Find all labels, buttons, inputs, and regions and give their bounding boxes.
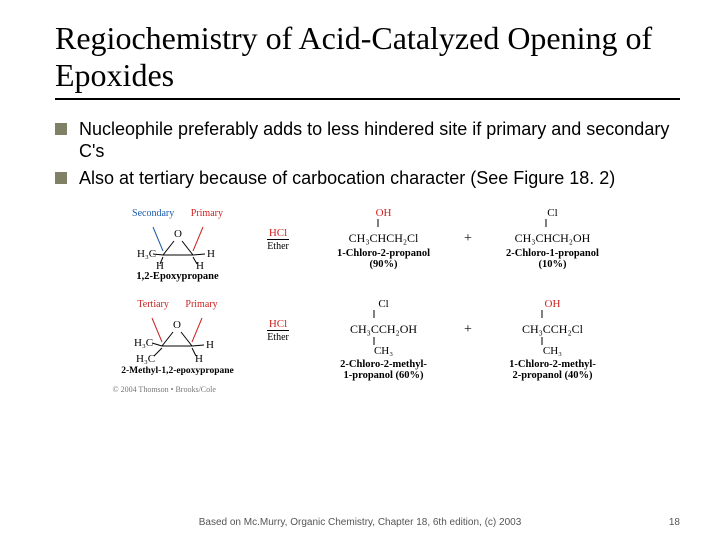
svg-text:H: H: [196, 260, 204, 269]
svg-text:H: H: [156, 260, 164, 269]
product-sub-label: Cl: [314, 298, 454, 310]
plus-sign: +: [464, 207, 472, 247]
product-1a: OH CH₃CHCH₂Cl 1-Chloro-2-propanol (90%): [314, 207, 454, 270]
svg-text:O: O: [173, 319, 181, 331]
product-formula: CH₃CCH₂OH: [314, 318, 454, 337]
product-formula: CH₃CHCH₂OH: [482, 227, 622, 246]
product-sub-label: OH: [314, 207, 454, 219]
product-sub: CH₃: [482, 345, 622, 357]
secondary-label: Secondary: [132, 208, 174, 219]
bullet-item: Nucleophile preferably adds to less hind…: [55, 118, 680, 163]
epoxide-structure-1: O H₃C H H H: [123, 219, 233, 269]
reagent-top: HCl: [267, 227, 289, 240]
product-sub-label: OH: [482, 298, 622, 310]
figure-copyright: © 2004 Thomson • Brooks/Cole: [113, 385, 623, 394]
slide-title: Regiochemistry of Acid-Catalyzed Opening…: [55, 20, 680, 100]
reactant-2: Tertiary Primary O H₃C H₃C H: [113, 298, 243, 376]
page-number: 18: [669, 517, 680, 528]
reagent-2: HCl Ether: [253, 298, 303, 343]
product-2a: Cl CH₃CCH₂OH CH₃ 2-Chloro-2-methyl- 1-pr…: [314, 298, 454, 381]
product-formula: CH₃CHCH₂Cl: [314, 227, 454, 246]
primary-label: Primary: [191, 208, 223, 219]
product-sub: CH₃: [314, 345, 454, 357]
product-name: 2-Chloro-1-propanol: [482, 248, 622, 259]
svg-text:H: H: [195, 353, 203, 364]
reagent-top: HCl: [267, 318, 289, 331]
reagent-1: HCl Ether: [253, 207, 303, 252]
reaction-row-1: Secondary Primary O H₃C H H: [113, 207, 623, 282]
reaction-row-2: Tertiary Primary O H₃C H₃C H: [113, 298, 623, 381]
reagent-bottom: Ether: [267, 332, 289, 343]
reactant-name: 1,2-Epoxypropane: [113, 271, 243, 282]
svg-text:H: H: [207, 248, 215, 260]
product-formula: CH₃CCH₂Cl: [482, 318, 622, 337]
reaction-figure: Secondary Primary O H₃C H H: [113, 207, 623, 394]
reactant-1: Secondary Primary O H₃C H H: [113, 207, 243, 282]
bullet-list: Nucleophile preferably adds to less hind…: [55, 118, 680, 190]
tertiary-label: Tertiary: [137, 299, 169, 310]
plus-sign: +: [464, 298, 472, 338]
product-pct: (10%): [482, 259, 622, 270]
product-sub-label: Cl: [482, 207, 622, 219]
svg-text:O: O: [174, 228, 182, 240]
svg-text:H: H: [206, 339, 214, 351]
slide: Regiochemistry of Acid-Catalyzed Opening…: [0, 0, 720, 540]
bullet-item: Also at tertiary because of carbocation …: [55, 167, 680, 190]
footer-text: Based on Mc.Murry, Organic Chemistry, Ch…: [0, 517, 720, 528]
svg-text:H₃C: H₃C: [134, 337, 153, 349]
product-name: 1-Chloro-2-methyl- 2-propanol (40%): [482, 359, 622, 381]
svg-text:H₃C: H₃C: [136, 353, 155, 364]
reactant-name: 2-Methyl-1,2-epoxypropane: [113, 366, 243, 376]
product-name: 2-Chloro-2-methyl- 1-propanol (60%): [314, 359, 454, 381]
product-2b: OH CH₃CCH₂Cl CH₃ 1-Chloro-2-methyl- 2-pr…: [482, 298, 622, 381]
product-name: 1-Chloro-2-propanol: [314, 248, 454, 259]
epoxide-structure-2: O H₃C H₃C H H: [118, 310, 238, 364]
reagent-bottom: Ether: [267, 241, 289, 252]
product-1b: Cl CH₃CHCH₂OH 2-Chloro-1-propanol (10%): [482, 207, 622, 270]
product-pct: (90%): [314, 259, 454, 270]
primary-label: Primary: [185, 299, 217, 310]
